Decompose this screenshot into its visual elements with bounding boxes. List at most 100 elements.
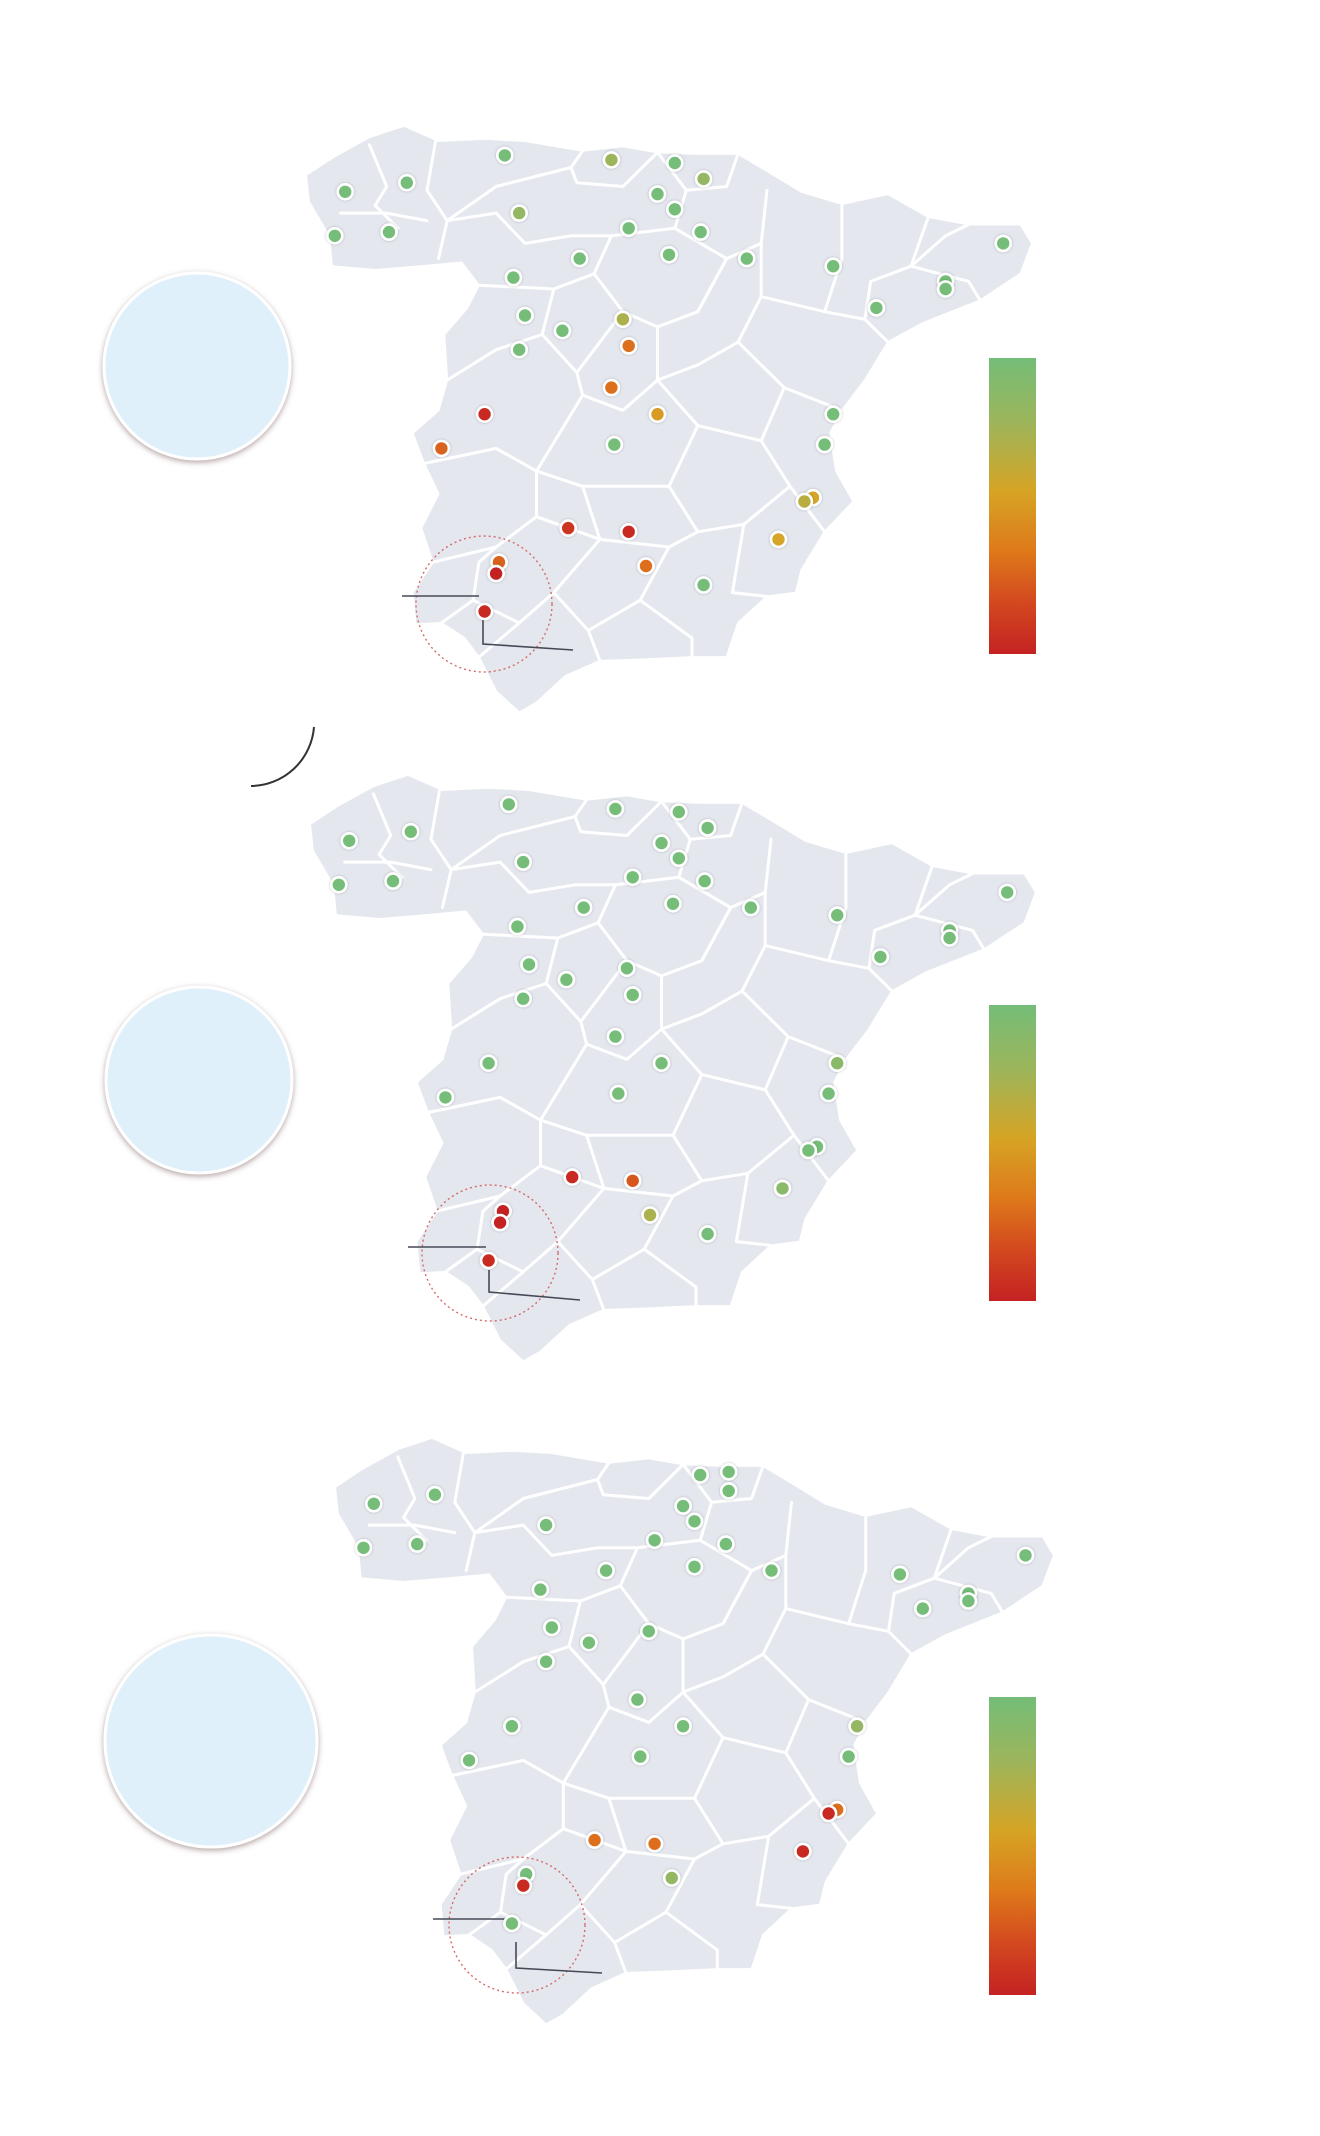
station-marker[interactable] — [623, 1172, 642, 1190]
station-marker[interactable] — [685, 1512, 704, 1531]
station-marker[interactable] — [737, 249, 756, 268]
station-marker[interactable] — [340, 831, 359, 850]
station-marker[interactable] — [691, 223, 710, 241]
station-marker[interactable] — [542, 1618, 561, 1637]
station-marker[interactable] — [913, 1599, 932, 1618]
station-marker[interactable] — [618, 959, 636, 978]
station-marker[interactable] — [623, 986, 642, 1004]
station-marker[interactable] — [824, 257, 843, 276]
station-marker[interactable] — [401, 822, 420, 841]
station-marker[interactable] — [795, 492, 814, 511]
station-marker[interactable] — [674, 1717, 692, 1735]
station-marker[interactable] — [580, 1633, 598, 1652]
station-marker[interactable] — [828, 906, 847, 925]
station-marker[interactable] — [495, 146, 514, 165]
station-marker[interactable] — [408, 1535, 427, 1553]
station-marker[interactable] — [537, 1516, 555, 1534]
station-marker[interactable] — [819, 1084, 838, 1103]
station-marker[interactable] — [436, 1088, 455, 1107]
station-marker[interactable] — [503, 1717, 521, 1735]
station-marker[interactable] — [479, 1251, 498, 1270]
station-marker[interactable] — [602, 378, 621, 397]
station-marker[interactable] — [628, 1690, 647, 1709]
station-marker[interactable] — [510, 204, 529, 222]
station-marker[interactable] — [652, 834, 671, 852]
station-marker[interactable] — [553, 321, 572, 340]
station-marker[interactable] — [426, 1485, 444, 1504]
station-marker[interactable] — [597, 1561, 615, 1580]
station-marker[interactable] — [648, 185, 667, 203]
station-marker[interactable] — [606, 1027, 625, 1046]
station-marker[interactable] — [384, 872, 402, 890]
station-marker[interactable] — [499, 795, 518, 814]
station-marker[interactable] — [585, 1831, 604, 1849]
station-marker[interactable] — [631, 1747, 650, 1766]
station-marker[interactable] — [516, 306, 534, 325]
station-marker[interactable] — [380, 223, 398, 241]
station-marker[interactable] — [514, 1876, 533, 1895]
station-marker[interactable] — [794, 1842, 812, 1861]
station-marker[interactable] — [605, 435, 624, 454]
station-marker[interactable] — [641, 1206, 659, 1224]
station-marker[interactable] — [998, 883, 1017, 902]
station-marker[interactable] — [691, 1466, 710, 1484]
station-marker[interactable] — [602, 151, 621, 169]
station-marker[interactable] — [563, 1168, 582, 1186]
station-marker[interactable] — [614, 310, 632, 329]
station-marker[interactable] — [694, 170, 713, 188]
station-marker[interactable] — [619, 522, 638, 541]
station-marker[interactable] — [769, 530, 788, 549]
station-marker[interactable] — [936, 280, 955, 298]
station-marker[interactable] — [645, 1835, 664, 1853]
station-marker[interactable] — [828, 1054, 847, 1072]
station-marker[interactable] — [994, 234, 1013, 253]
station-marker[interactable] — [479, 1054, 498, 1072]
station-marker[interactable] — [959, 1592, 978, 1610]
station-marker[interactable] — [891, 1565, 909, 1584]
station-marker[interactable] — [329, 875, 348, 894]
station-marker[interactable] — [514, 989, 533, 1008]
station-marker[interactable] — [665, 154, 684, 172]
station-marker[interactable] — [325, 227, 344, 245]
station-marker[interactable] — [531, 1580, 550, 1599]
station-marker[interactable] — [619, 337, 638, 355]
station-marker[interactable] — [606, 800, 625, 818]
station-marker[interactable] — [819, 1804, 838, 1823]
station-marker[interactable] — [537, 1652, 555, 1671]
station-marker[interactable] — [652, 1054, 671, 1072]
station-marker[interactable] — [815, 435, 834, 454]
station-marker[interactable] — [460, 1751, 478, 1770]
station-marker[interactable] — [364, 1495, 383, 1513]
station-marker[interactable] — [871, 948, 890, 966]
station-marker[interactable] — [698, 819, 717, 837]
station-marker[interactable] — [487, 564, 505, 583]
station-marker[interactable] — [717, 1535, 735, 1553]
station-marker[interactable] — [504, 268, 523, 287]
station-marker[interactable] — [354, 1539, 373, 1557]
station-marker[interactable] — [645, 1531, 664, 1550]
station-marker[interactable] — [799, 1141, 818, 1160]
station-marker[interactable] — [694, 576, 713, 594]
station-marker[interactable] — [741, 898, 760, 917]
station-marker[interactable] — [669, 849, 688, 868]
station-marker[interactable] — [619, 219, 638, 238]
station-marker[interactable] — [665, 200, 684, 219]
station-marker[interactable] — [664, 894, 682, 913]
station-marker[interactable] — [648, 405, 667, 424]
station-marker[interactable] — [557, 970, 576, 989]
station-marker[interactable] — [867, 299, 886, 317]
station-marker[interactable] — [824, 405, 843, 424]
station-marker[interactable] — [698, 1225, 717, 1243]
station-marker[interactable] — [559, 519, 578, 537]
station-marker[interactable] — [674, 1497, 692, 1515]
station-marker[interactable] — [639, 1622, 658, 1641]
station-marker[interactable] — [1016, 1546, 1035, 1565]
station-marker[interactable] — [662, 1869, 681, 1887]
station-marker[interactable] — [940, 929, 959, 947]
station-marker[interactable] — [609, 1084, 628, 1103]
station-marker[interactable] — [503, 1914, 521, 1933]
station-marker[interactable] — [839, 1747, 858, 1766]
station-marker[interactable] — [719, 1482, 738, 1500]
station-marker[interactable] — [475, 405, 494, 424]
station-marker[interactable] — [773, 1179, 792, 1198]
